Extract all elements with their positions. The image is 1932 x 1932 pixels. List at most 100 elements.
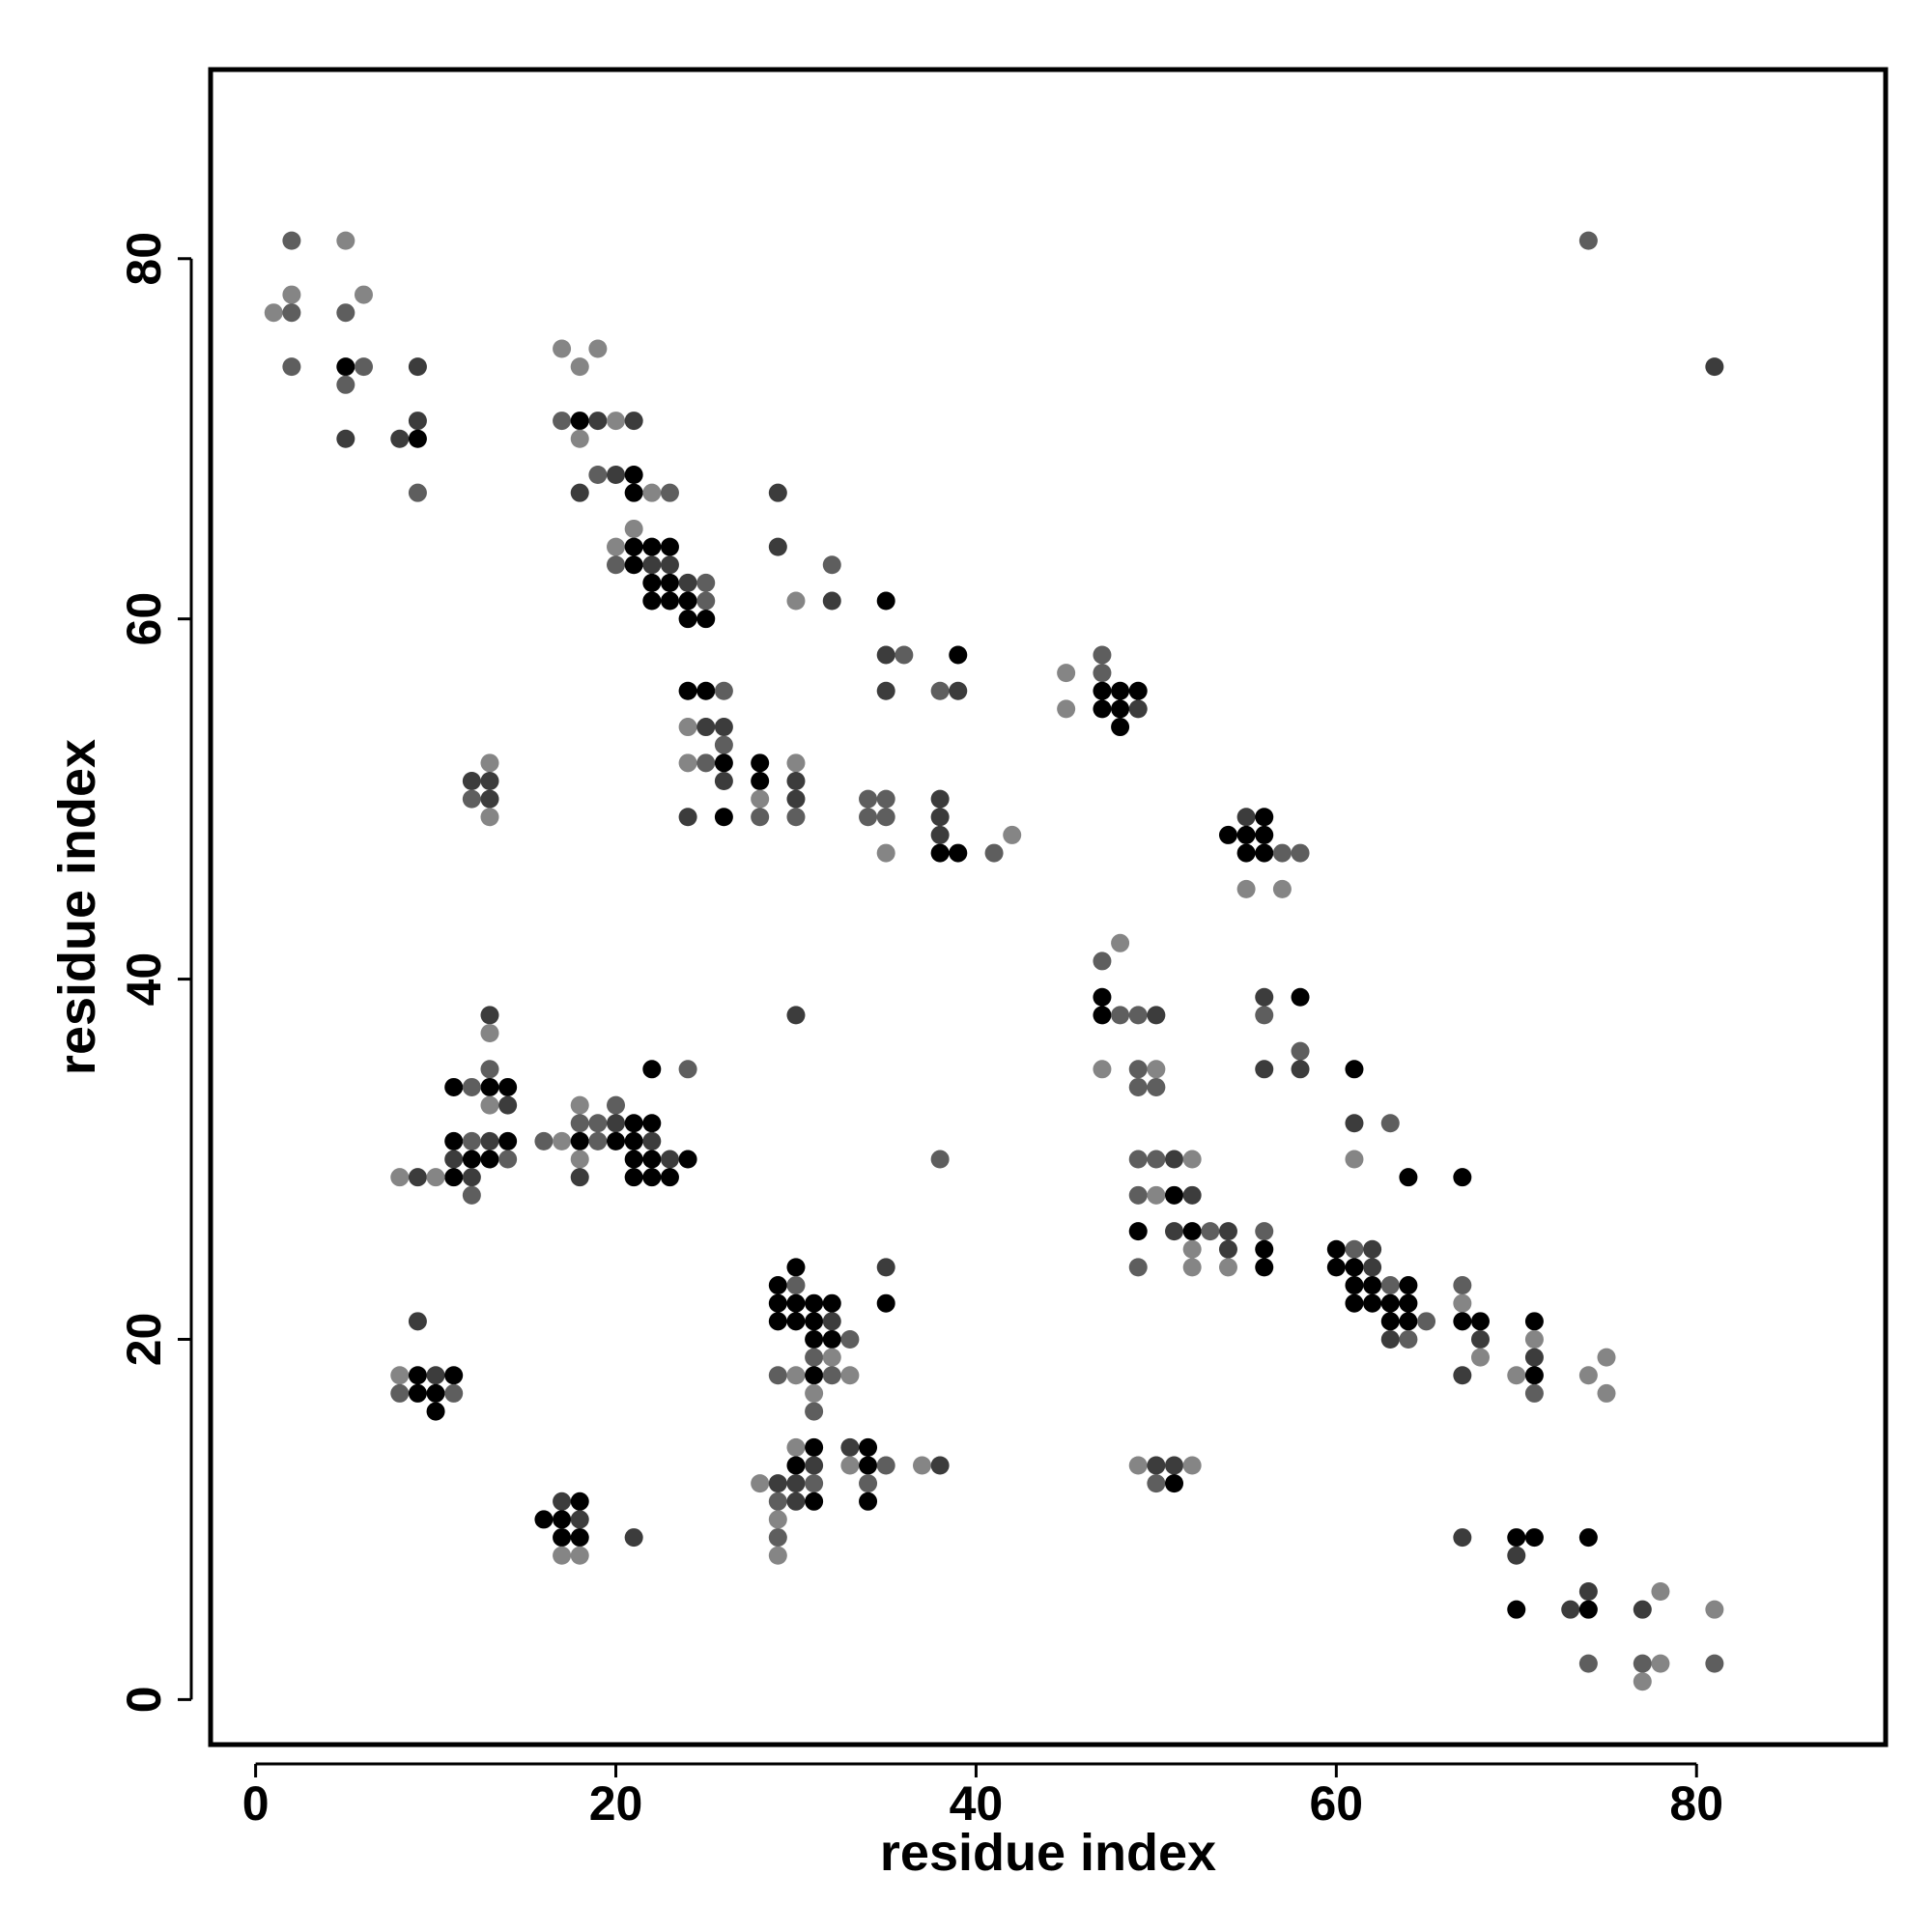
contact-point	[642, 555, 662, 575]
contact-point	[930, 789, 950, 809]
contact-point	[876, 843, 895, 863]
contact-point	[1633, 1654, 1652, 1673]
contact-point	[624, 537, 643, 556]
y-tick-label: 40	[117, 952, 171, 1007]
contact-point	[642, 1060, 662, 1079]
contact-point	[1236, 825, 1256, 844]
contact-point	[624, 1528, 643, 1548]
contact-point	[1399, 1276, 1418, 1295]
contact-point	[1093, 952, 1112, 971]
contact-point	[607, 555, 626, 575]
contact-point	[390, 429, 410, 448]
contact-point	[1128, 1150, 1148, 1169]
contact-point	[930, 808, 950, 827]
contact-point	[1111, 1006, 1130, 1025]
contact-point	[1507, 1600, 1526, 1619]
contact-point	[768, 537, 787, 556]
contact-point	[642, 573, 662, 592]
contact-point	[444, 1150, 464, 1169]
contact-point	[1399, 1329, 1418, 1349]
x-axis: 0 20 40 60 80	[242, 1762, 1723, 1831]
contact-point	[282, 357, 301, 377]
contact-point	[1291, 987, 1310, 1007]
plot-frame	[208, 67, 1889, 1747]
contact-point	[714, 771, 733, 790]
contact-point	[1345, 1293, 1364, 1313]
contact-point	[1147, 1150, 1166, 1169]
contact-point	[751, 753, 770, 773]
contact-point	[408, 1168, 427, 1187]
contact-point	[462, 789, 481, 809]
contact-point	[642, 1114, 662, 1133]
contact-point	[786, 1258, 806, 1277]
contact-point	[642, 483, 662, 502]
contact-point	[840, 1329, 860, 1349]
contact-point	[498, 1150, 518, 1169]
contact-point	[462, 771, 481, 790]
contact-point	[786, 591, 806, 611]
contact-point	[930, 681, 950, 700]
contact-point	[859, 808, 878, 827]
contact-point	[1093, 681, 1112, 700]
contact-point	[822, 1312, 841, 1331]
contact-point	[786, 1006, 806, 1025]
contact-point	[570, 1095, 589, 1115]
contact-point	[1705, 1600, 1724, 1619]
contact-point	[624, 1114, 643, 1133]
contact-point	[1255, 1060, 1274, 1079]
contact-point	[1128, 1456, 1148, 1475]
contact-point	[1093, 1060, 1112, 1079]
y-axis: 0 20 40 60 80	[117, 232, 193, 1713]
contact-point	[912, 1456, 931, 1475]
y-tick-label: 60	[117, 592, 171, 646]
contact-point	[570, 1546, 589, 1565]
contact-point	[390, 1383, 410, 1403]
contact-point	[1165, 1222, 1184, 1241]
contact-point	[660, 573, 679, 592]
contact-point	[1507, 1366, 1526, 1385]
contact-point	[444, 1077, 464, 1096]
contact-point	[607, 1114, 626, 1133]
contact-point	[1093, 699, 1112, 719]
contact-point	[336, 375, 355, 394]
contact-point	[696, 573, 716, 592]
contact-point	[805, 1402, 824, 1421]
contact-point	[876, 645, 895, 665]
contact-point	[1165, 1185, 1184, 1205]
contact-point	[354, 285, 373, 304]
contact-point	[1363, 1293, 1382, 1313]
contact-point	[1633, 1672, 1652, 1691]
contact-point	[498, 1095, 518, 1115]
contact-point	[426, 1168, 445, 1187]
contact-point	[1399, 1168, 1418, 1187]
contact-point	[1165, 1150, 1184, 1169]
contact-point	[480, 753, 499, 773]
contact-point	[660, 537, 679, 556]
contact-point	[408, 412, 427, 431]
contact-point	[1453, 1276, 1472, 1295]
contact-point	[1255, 1258, 1274, 1277]
contact-point	[480, 789, 499, 809]
contact-point	[480, 1060, 499, 1079]
contact-point	[751, 771, 770, 790]
contact-point	[678, 808, 697, 827]
contact-point	[786, 1312, 806, 1331]
contact-point	[1255, 987, 1274, 1007]
contact-point	[1470, 1348, 1490, 1367]
contact-point	[1524, 1348, 1544, 1367]
contact-point	[570, 429, 589, 448]
contact-point	[607, 466, 626, 485]
contact-point	[1705, 1654, 1724, 1673]
contact-point	[462, 1168, 481, 1187]
contact-point	[678, 718, 697, 737]
contact-point	[786, 1492, 806, 1511]
contact-point	[1255, 1006, 1274, 1025]
y-tick-label: 20	[117, 1313, 171, 1367]
contact-point	[534, 1131, 554, 1151]
contact-point	[1255, 1239, 1274, 1259]
contact-point	[1380, 1276, 1400, 1295]
contact-point	[444, 1168, 464, 1187]
contact-point	[1218, 1258, 1237, 1277]
contact-point	[264, 303, 283, 323]
contact-point	[1201, 1222, 1220, 1241]
